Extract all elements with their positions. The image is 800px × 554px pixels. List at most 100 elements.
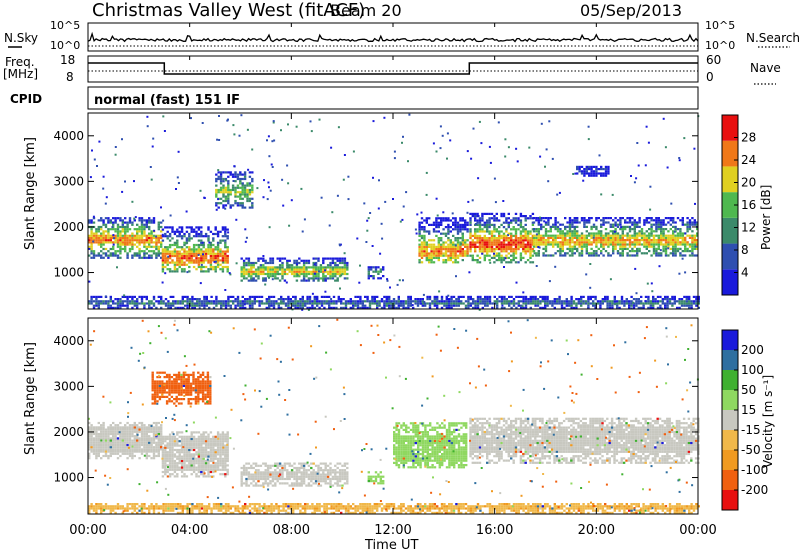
colorbar-tick-label: 12: [741, 221, 756, 235]
nave-tick-bottom: 0: [706, 70, 714, 84]
velocity-ylabel: Slant Range [km]: [23, 342, 38, 455]
power-echo-region-7: [532, 217, 699, 257]
colorbar-tick-label: 20: [741, 176, 756, 190]
vel-echo-region-4: [367, 471, 385, 485]
freq-label-line1: Freq.: [5, 55, 35, 69]
colorbar-tick-label: 16: [741, 198, 756, 212]
colorbar-tick-label: -200: [741, 483, 768, 497]
colorbar-swatch: [722, 450, 738, 470]
freq-label-line2: [MHz]: [3, 67, 38, 81]
power-echo-region-9: [88, 295, 700, 309]
vel-echo-region-2: [151, 371, 212, 405]
colorbar-tick-label: 50: [741, 383, 756, 397]
vel-ytick-label: 3000: [53, 379, 84, 393]
vel-sparse-echoes: [88, 318, 699, 515]
vel-echo-region-3: [240, 462, 349, 487]
colorbar-swatch: [722, 470, 738, 490]
velocity-yticks: 1000 2000 3000 4000: [53, 334, 698, 485]
colorbar-tick-label: 4: [741, 266, 749, 280]
power-echo-region-2: [215, 171, 254, 209]
noise-trace: [87, 31, 699, 47]
colorbar-swatch: [722, 217, 738, 244]
date-label: 05/Sep/2013: [580, 1, 682, 20]
time-tick-label: 00:00: [679, 523, 716, 538]
time-tick-label: 16:00: [476, 523, 513, 538]
noise-left-tick-top: 10^5: [50, 19, 80, 32]
vel-ytick-label: 2000: [53, 425, 84, 439]
velocity-colorbar-label: Velocity [m s⁻¹]: [761, 375, 775, 468]
power-echo-region-1: [161, 226, 229, 273]
colorbar-swatch: [722, 390, 738, 410]
time-tick-label: 12:00: [374, 523, 411, 538]
time-tick-label: 00:00: [69, 523, 106, 538]
colorbar-tick-label: -100: [741, 463, 768, 477]
colorbar-swatch: [722, 243, 738, 270]
time-tick-label: 08:00: [273, 523, 310, 538]
power-ylabel: Slant Range [km]: [23, 137, 38, 250]
nave-label: Nave: [750, 61, 781, 75]
power-panel: Slant Range [km] 1000 2000 3000 4000 4 8 12 16…: [23, 112, 773, 311]
power-sparse-echoes: [88, 113, 700, 311]
power-colorbar: 4 8 12 16 20 24 28: [721, 114, 756, 296]
colorbar-tick-label: -15: [741, 423, 761, 437]
noise-left-tick-bottom: 10^0: [50, 39, 80, 52]
vel-echo-region-6: [469, 417, 700, 464]
frequency-panel: Freq. [MHz] 18 8 60 0 Nave: [3, 53, 781, 85]
noise-sky-label: N.Sky: [4, 31, 38, 45]
power-yticks: 1000 2000 3000 4000: [53, 129, 698, 280]
power-echo-region-3: [240, 257, 349, 282]
power-ytick-label: 3000: [53, 174, 84, 188]
freq-tick-top: 18: [60, 53, 75, 67]
power-ytick-label: 2000: [53, 220, 84, 234]
velocity-plot-area: [88, 318, 700, 515]
colorbar-swatch: [722, 350, 738, 370]
velocity-colorbar: 200 100 50 15 -15 -50 -100 -200: [721, 329, 768, 511]
colorbar-swatch: [722, 192, 738, 218]
time-tick-label: 04:00: [171, 523, 208, 538]
colorbar-swatch: [722, 370, 738, 390]
power-plot-area: [88, 113, 700, 311]
vel-echo-region-7: [88, 503, 700, 514]
colorbar-tick-label: 100: [741, 363, 764, 377]
time-axis-ticks: 00:00 04:00 08:00 12:00 16:00 20:00 00:00: [69, 23, 717, 538]
noise-panel-frame: [87, 22, 699, 52]
colorbar-swatch: [722, 269, 738, 295]
colorbar-swatch: [722, 430, 738, 450]
frequency-trace: [88, 62, 698, 75]
vel-echo-region-1: [161, 431, 229, 478]
colorbar-swatch: [722, 330, 738, 350]
nave-tick-top: 60: [706, 53, 721, 67]
station-title: Christmas Valley West (fitACF): [92, 0, 365, 21]
colorbar-swatch: [722, 410, 738, 430]
power-echo-region-6: [469, 212, 535, 264]
colorbar-tick-label: 28: [741, 131, 756, 145]
cpid-label: CPID: [10, 92, 42, 106]
colorbar-tick-label: 24: [741, 153, 756, 167]
power-panel-frame: [87, 112, 699, 310]
colorbar-frame: [721, 329, 739, 511]
cpid-mode: normal (fast) 151 IF: [94, 93, 240, 108]
vel-echo-region-0: [88, 421, 163, 460]
colorbar-swatch: [722, 115, 738, 141]
colorbar-tick-label: 15: [741, 403, 756, 417]
colorbar-tick-label: 200: [741, 343, 764, 357]
noise-sky-trace: [87, 31, 699, 43]
noise-right-tick-top: 10^5: [705, 19, 735, 32]
noise-panel: N.Sky 10^5 10^0 10^5 10^0 N.Search: [4, 19, 800, 52]
colorbar-swatch: [722, 140, 738, 167]
colorbar-swatch: [722, 166, 738, 193]
velocity-panel: Slant Range [km] 1000 2000 3000 4000 200 100…: [23, 317, 775, 515]
cpid-frame: [87, 86, 699, 110]
power-echo-region-8: [576, 165, 610, 177]
colorbar-tick-label: -50: [741, 443, 761, 457]
power-ytick-label: 4000: [53, 129, 84, 143]
colorbar-swatch: [722, 490, 738, 510]
freq-tick-bottom: 8: [66, 70, 74, 84]
power-echo-region-0: [88, 217, 163, 259]
time-tick-label: 20:00: [578, 523, 615, 538]
beam-label: Beam 20: [330, 1, 402, 20]
colorbar-tick-label: 8: [741, 243, 749, 257]
noise-right-tick-bottom: 10^0: [705, 39, 735, 52]
vel-ytick-label: 1000: [53, 471, 84, 485]
